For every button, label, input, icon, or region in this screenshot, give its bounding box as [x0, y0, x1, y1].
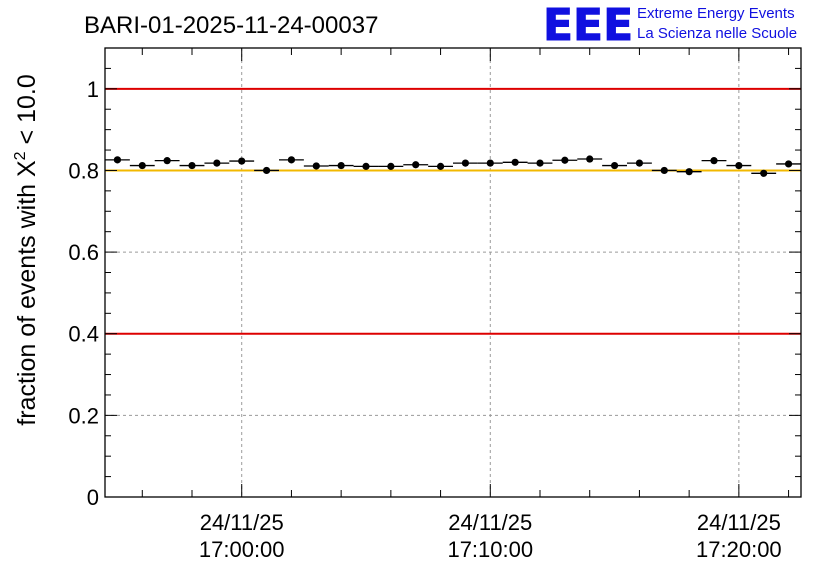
- data-point: [536, 159, 544, 167]
- data-point: [287, 156, 296, 164]
- data-point: [710, 157, 718, 165]
- data-point: [760, 169, 768, 177]
- y-tick-label: 0.4: [68, 322, 99, 347]
- x-tick-label-time: 17:00:00: [199, 537, 285, 562]
- data-point: [337, 161, 345, 170]
- data-point: [486, 159, 494, 167]
- x-tick-label-time: 17:20:00: [696, 537, 782, 562]
- data-point: [461, 159, 470, 167]
- data-point: [660, 166, 668, 175]
- data-point: [362, 162, 370, 170]
- y-axis-label: fraction of events with X2 < 10.0: [12, 74, 41, 425]
- data-point: [113, 156, 122, 164]
- data-point: [238, 157, 246, 165]
- data-point: [312, 162, 320, 170]
- data-point: [138, 161, 146, 170]
- run-title: BARI-01-2025-11-24-00037: [84, 12, 378, 39]
- x-tick-label-date: 24/11/25: [448, 510, 532, 535]
- data-point: [163, 157, 171, 165]
- data-point: [412, 161, 420, 169]
- data-point: [610, 161, 619, 170]
- y-tick-label: 0.6: [68, 240, 99, 265]
- data-points: [105, 155, 801, 177]
- grid: [105, 48, 801, 497]
- x-tick-label-date: 24/11/25: [697, 510, 781, 535]
- data-point: [511, 158, 519, 166]
- logo-mark: EEE: [543, 0, 633, 51]
- data-point: [735, 161, 743, 170]
- plot-frame: [104, 47, 802, 498]
- data-point: [387, 162, 395, 170]
- data-point: [436, 162, 445, 170]
- data-point: [188, 161, 196, 170]
- data-point: [784, 160, 793, 168]
- x-tick-label-date: 24/11/25: [200, 510, 284, 535]
- logo-line2: La Scienza nelle Scuole: [637, 25, 797, 42]
- eee-logo: EEE Extreme Energy Events La Scienza nel…: [543, 0, 798, 52]
- data-point: [685, 168, 693, 176]
- axes: [104, 47, 802, 498]
- x-tick-label-time: 17:10:00: [447, 537, 533, 562]
- data-point: [586, 155, 594, 163]
- y-tick-label: 0.8: [68, 158, 99, 183]
- data-point: [635, 159, 644, 167]
- y-tick-label: 0: [87, 485, 99, 510]
- data-point: [213, 159, 221, 167]
- data-point: [561, 156, 569, 164]
- reference-lines: [105, 87, 801, 335]
- data-point: [262, 166, 271, 175]
- tick-labels: 00.20.40.60.8124/11/2517:00:0024/11/2517…: [68, 77, 781, 562]
- y-tick-label: 0.2: [68, 403, 99, 428]
- y-tick-label: 1: [87, 77, 99, 102]
- logo-line1: Extreme Energy Events: [637, 5, 795, 22]
